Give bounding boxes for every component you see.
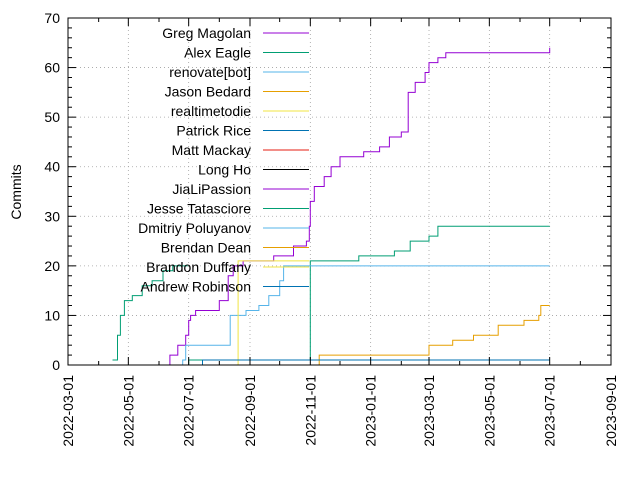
y-tick-label: 50 bbox=[44, 109, 60, 125]
legend-label: Long Ho bbox=[198, 162, 251, 178]
y-tick-label: 0 bbox=[52, 357, 60, 373]
y-tick-label: 10 bbox=[44, 307, 60, 323]
legend-label: Alex Eagle bbox=[184, 45, 251, 61]
legend-label: renovate[bot] bbox=[169, 64, 251, 80]
y-tick-label: 30 bbox=[44, 208, 60, 224]
legend-label: Dmitriy Poluyanov bbox=[138, 220, 251, 236]
series-line-0 bbox=[167, 47, 551, 366]
legend-label: Brendan Dean bbox=[161, 240, 251, 256]
legend-label: JiaLiPassion bbox=[172, 181, 251, 197]
x-tick-label: 2023-03-01 bbox=[421, 375, 437, 447]
legend-label: Brandon Duffany bbox=[146, 259, 251, 275]
x-tick-label: 2023-07-01 bbox=[542, 375, 558, 447]
y-tick-label: 70 bbox=[44, 10, 60, 26]
x-tick-label: 2022-11-01 bbox=[302, 375, 318, 446]
series-line-3 bbox=[310, 305, 550, 366]
x-tick-label: 2022-07-01 bbox=[181, 375, 197, 447]
y-tick-label: 40 bbox=[44, 159, 60, 175]
y-tick-label: 20 bbox=[44, 258, 60, 274]
x-tick-label: 2023-01-01 bbox=[363, 375, 379, 447]
x-tick-label: 2023-05-01 bbox=[481, 375, 497, 447]
legend-label: Jesse Tatasciore bbox=[147, 201, 251, 217]
x-tick-label: 2022-05-01 bbox=[120, 375, 136, 447]
legend-label: realtimetodie bbox=[171, 103, 251, 119]
axis-ticks: 0 10 20 30 40 50 60 70 2022-03-01 2022-05-01 2022-… bbox=[44, 10, 619, 447]
legend-label: Jason Bedard bbox=[165, 84, 251, 100]
legend-label: Andrew Robinson bbox=[140, 279, 251, 295]
y-axis-label: Commits bbox=[8, 164, 24, 219]
legend-label: Greg Magolan bbox=[162, 25, 251, 41]
legend: Greg Magolan Alex Eagle renovate[bot] Jason… bbox=[138, 25, 309, 295]
x-tick-label: 2023-09-01 bbox=[603, 375, 619, 447]
legend-label: Matt Mackay bbox=[172, 142, 251, 158]
series-line-2 bbox=[177, 265, 550, 366]
x-tick-label: 2022-09-01 bbox=[242, 375, 258, 447]
y-tick-label: 60 bbox=[44, 60, 60, 76]
x-tick-label: 2022-03-01 bbox=[60, 375, 76, 447]
series-line-9 bbox=[112, 265, 188, 361]
legend-label: Patrick Rice bbox=[176, 123, 251, 139]
